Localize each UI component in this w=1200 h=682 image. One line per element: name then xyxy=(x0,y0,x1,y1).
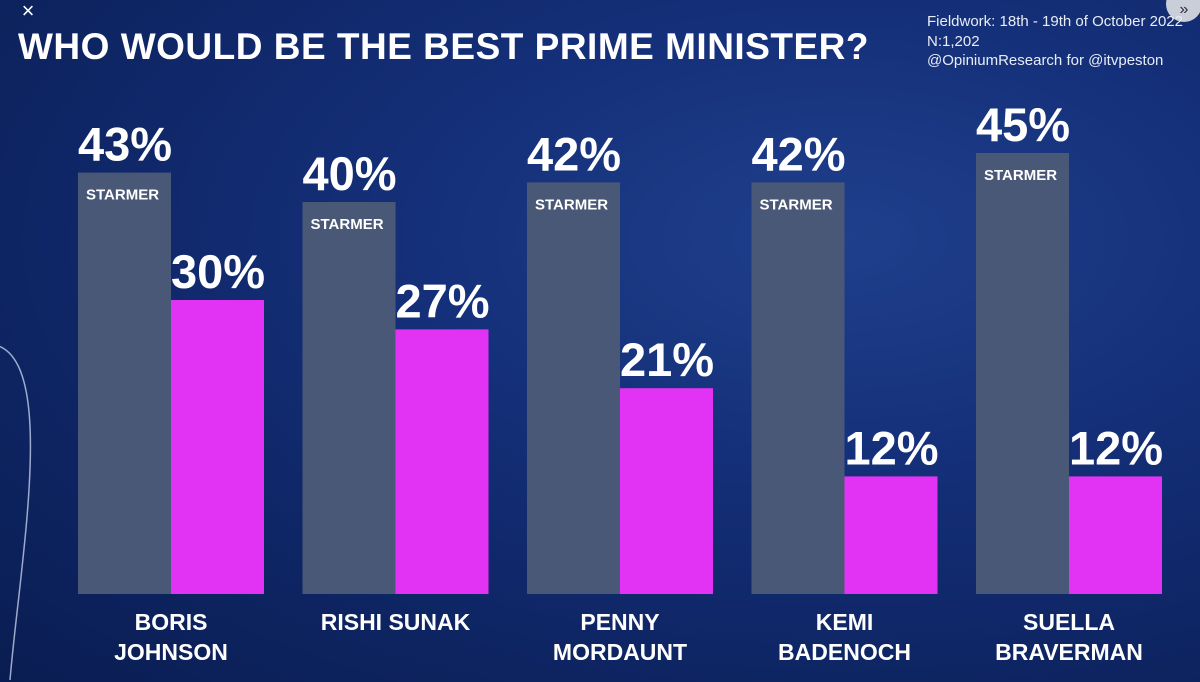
bars-layer xyxy=(78,153,1162,594)
rival-bar xyxy=(1069,476,1162,594)
fieldwork-text: Fieldwork: 18th - 19th of October 2022 xyxy=(927,13,1183,30)
series-name-label: STARMER xyxy=(760,196,833,213)
rival-bar xyxy=(844,476,938,594)
next-arrow-icon[interactable]: » xyxy=(1166,0,1200,22)
value-label: 27% xyxy=(396,274,490,327)
category-label: PENNY xyxy=(580,609,659,635)
category-label: BORIS xyxy=(135,609,208,635)
category-label: KEMI xyxy=(816,609,874,635)
series-name-label: STARMER xyxy=(86,187,159,204)
category-label: SUELLA xyxy=(1023,609,1115,635)
category-labels-layer: BORIS JOHNSON RISHI SUNAK PENNY MORDAUNT KEMI… xyxy=(114,609,1143,665)
value-label: 21% xyxy=(620,333,714,386)
category-label: BRAVERMAN xyxy=(995,639,1143,665)
value-labels-layer: 43% STARMER 30% 40% STARMER 27% 42% STARMER 21% 4… xyxy=(78,98,1163,474)
decorative-arc xyxy=(0,345,32,681)
source-text: @OpiniumResearch for @itvpeston xyxy=(927,52,1164,69)
value-label: 42% xyxy=(527,127,621,180)
starmer-bar xyxy=(976,153,1069,594)
category-label: RISHI SUNAK xyxy=(321,609,471,635)
value-label: 30% xyxy=(171,245,265,298)
value-label: 43% xyxy=(78,118,172,171)
category-label: BADENOCH xyxy=(778,639,911,665)
close-icon[interactable]: × xyxy=(21,0,35,23)
chart-title: WHO WOULD BE THE BEST PRIME MINISTER? xyxy=(18,26,869,67)
value-label: 40% xyxy=(303,147,397,200)
value-label: 12% xyxy=(845,421,939,474)
sample-size-text: N:1,202 xyxy=(927,32,980,50)
category-label: MORDAUNT xyxy=(553,639,687,665)
starmer-bar xyxy=(78,172,171,594)
rival-bar xyxy=(620,388,713,594)
value-label: 42% xyxy=(752,127,846,180)
category-label: JOHNSON xyxy=(114,639,228,665)
starmer-bar xyxy=(302,202,396,594)
series-name-label: STARMER xyxy=(984,167,1057,184)
rival-bar xyxy=(395,329,489,594)
starmer-bar xyxy=(751,182,845,594)
value-label: 45% xyxy=(976,98,1070,151)
starmer-bar xyxy=(527,182,620,594)
series-name-label: STARMER xyxy=(535,196,608,213)
value-label: 12% xyxy=(1069,421,1163,474)
series-name-label: STARMER xyxy=(311,216,384,233)
rival-bar xyxy=(171,300,264,594)
chart-meta: Fieldwork: 18th - 19th of October 2022 N… xyxy=(927,12,1200,71)
